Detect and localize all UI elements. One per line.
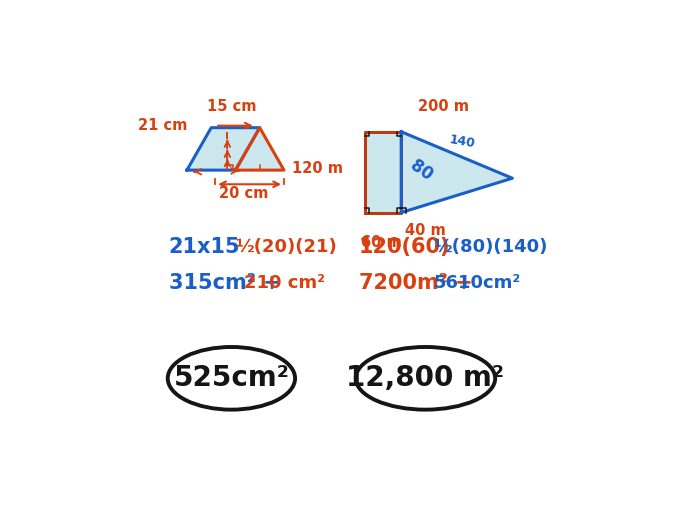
Text: 140: 140	[448, 133, 476, 151]
Text: 80: 80	[407, 156, 436, 184]
Text: 525cm²: 525cm²	[174, 364, 289, 392]
Polygon shape	[365, 132, 401, 213]
Text: ½(20)(21): ½(20)(21)	[235, 238, 337, 256]
Text: 120(60): 120(60)	[358, 237, 450, 257]
Text: 200 m: 200 m	[418, 99, 469, 113]
Text: 12,800 m²: 12,800 m²	[346, 364, 505, 392]
Text: 21 cm: 21 cm	[138, 118, 187, 133]
Text: 20 cm: 20 cm	[219, 186, 268, 201]
Text: 210 cm²: 210 cm²	[244, 275, 325, 292]
Text: 40 m: 40 m	[405, 223, 446, 238]
Text: 15 cm: 15 cm	[206, 99, 256, 113]
Text: 7200m² +: 7200m² +	[358, 274, 473, 293]
Polygon shape	[401, 132, 512, 213]
Polygon shape	[187, 128, 260, 170]
Polygon shape	[235, 128, 284, 170]
Text: 120 m: 120 m	[292, 161, 342, 175]
Text: 5610cm²: 5610cm²	[433, 275, 521, 292]
Text: 315cm² +: 315cm² +	[169, 274, 281, 293]
Text: ½(80)(140): ½(80)(140)	[433, 238, 548, 256]
Text: 21x15: 21x15	[169, 237, 240, 257]
Text: 60 m: 60 m	[360, 235, 401, 250]
